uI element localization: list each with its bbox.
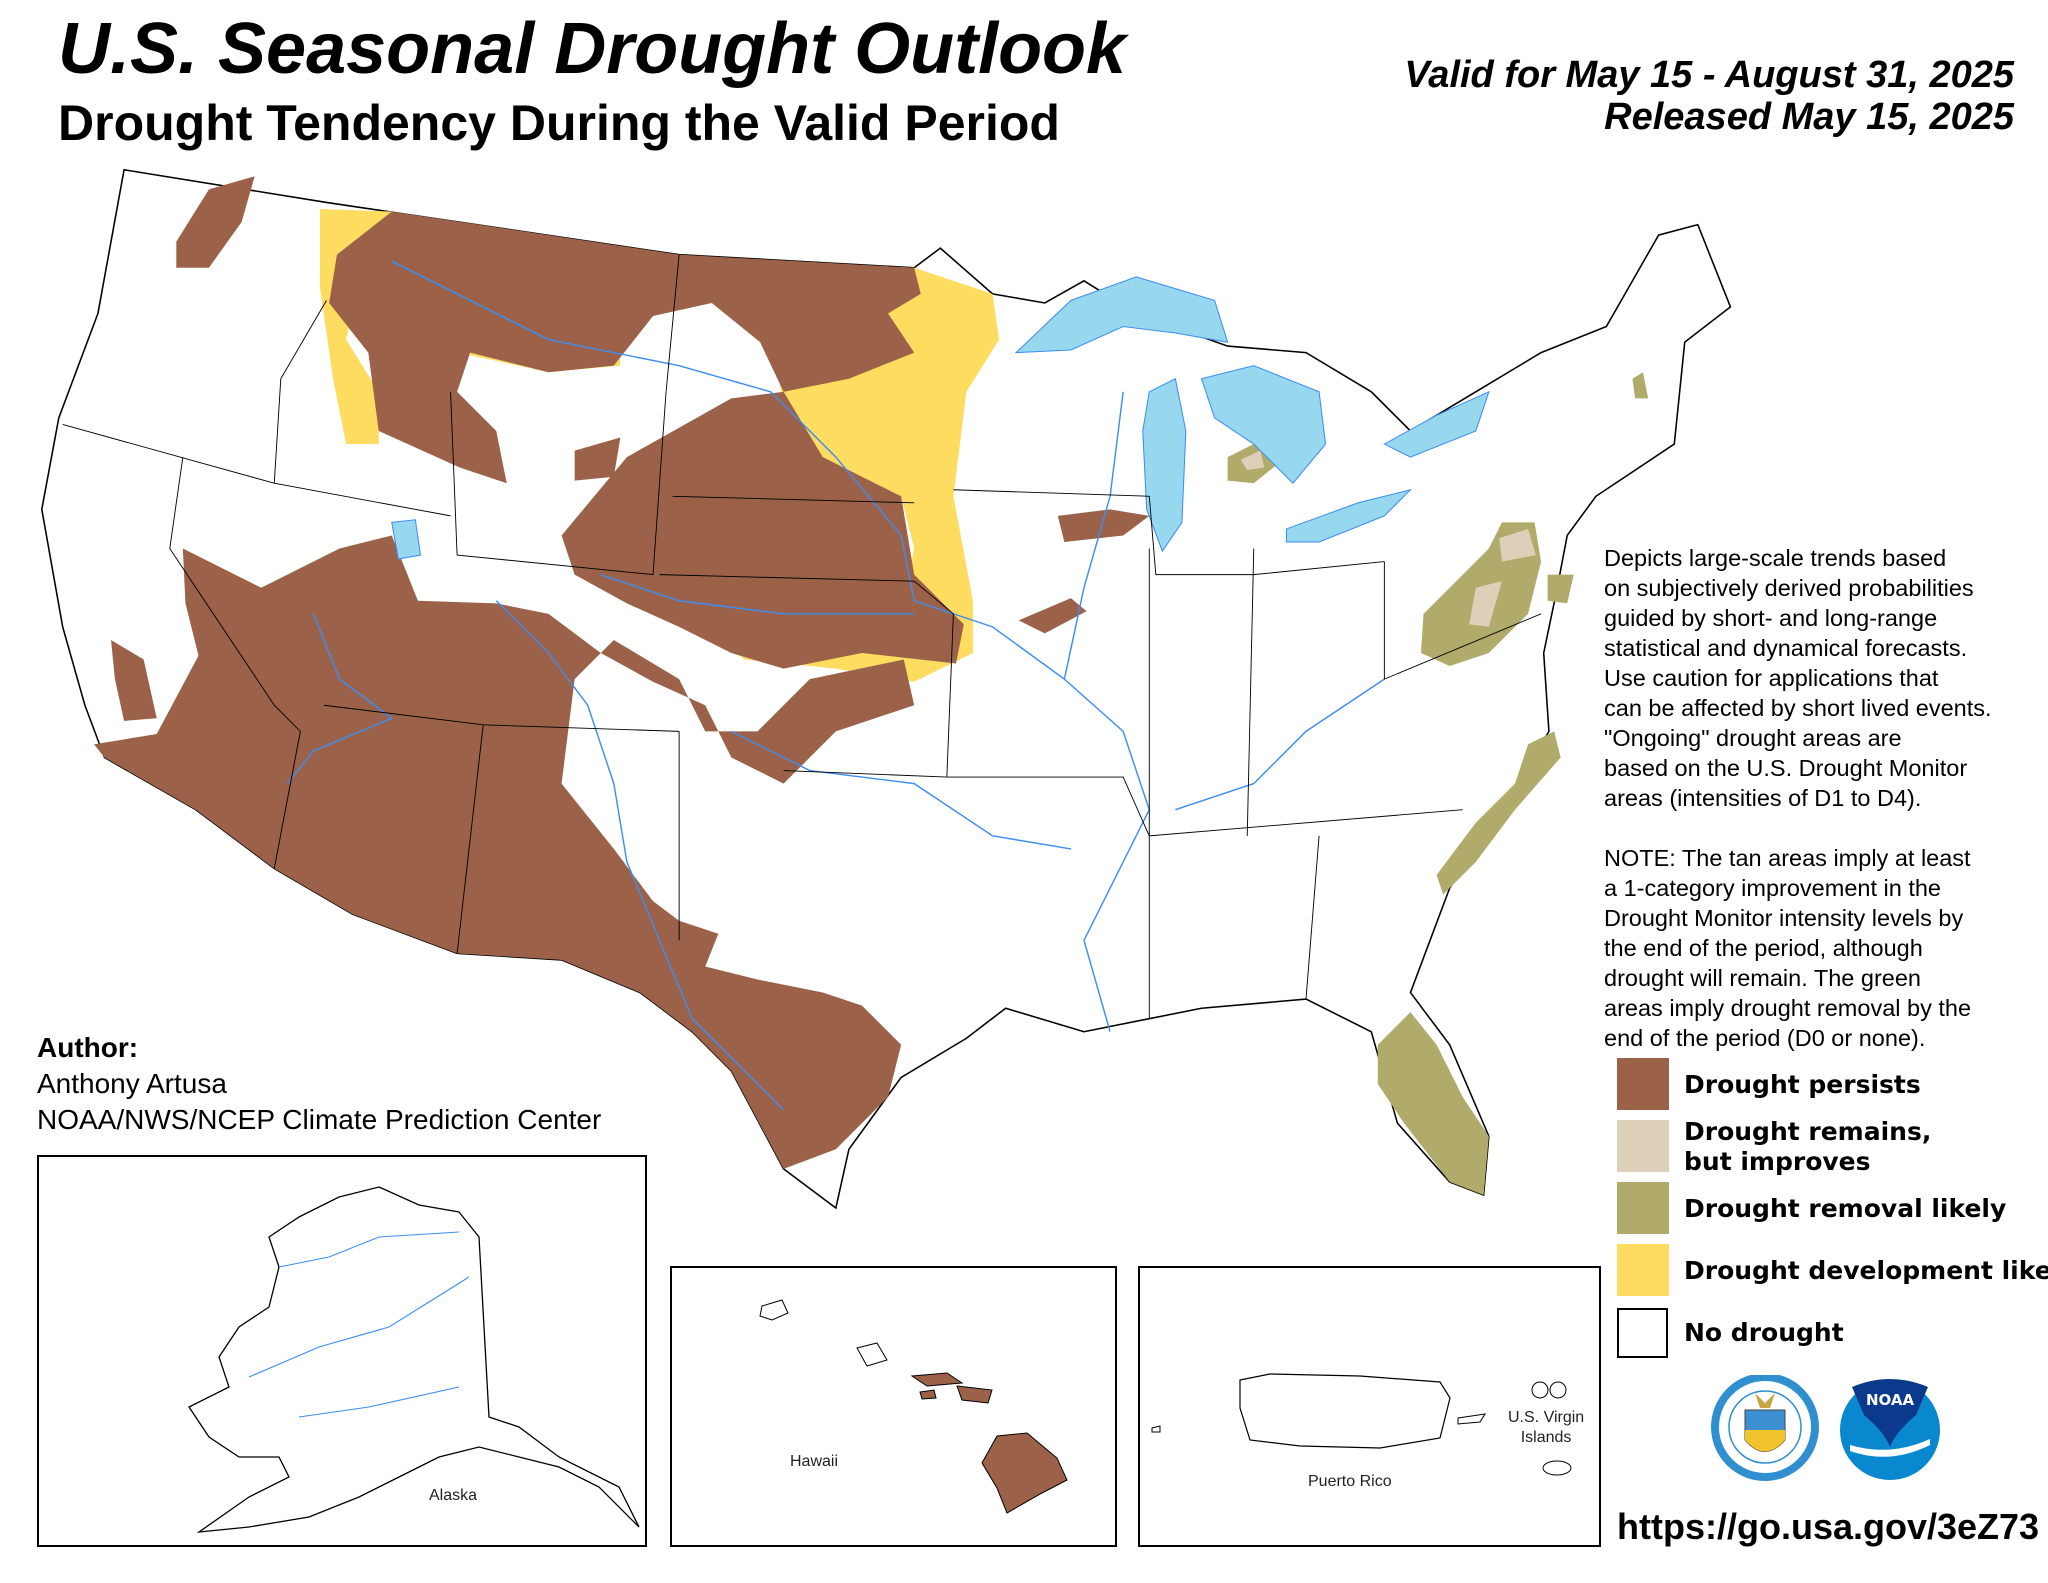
alaska-inset: Alaska <box>37 1155 647 1547</box>
note-paragraph-2: NOTE: The tan areas imply at least a 1-c… <box>1604 845 1972 1051</box>
map-title: U.S. Seasonal Drought Outlook <box>58 9 1127 89</box>
puerto-rico-label: Puerto Rico <box>1308 1473 1392 1490</box>
legend-item-drought-development: Drought development likely <box>1617 1244 2048 1298</box>
great-lakes <box>391 276 1490 560</box>
drought-improves-areas <box>1240 450 1536 627</box>
legend-label: Drought removal likely <box>1684 1194 2007 1223</box>
map-subtitle: Drought Tendency During the Valid Period <box>58 95 1060 151</box>
agency-logos: NOAA <box>1710 1373 1950 1490</box>
valid-period: Valid for May 15 - August 31, 2025 <box>1404 54 2014 96</box>
legend-swatch-development <box>1617 1244 1669 1296</box>
virgin-islands-label: U.S. Virgin Islands <box>1508 1409 1585 1446</box>
author-block: Author: Anthony Artusa NOAA/NWS/NCEP Cli… <box>37 1030 601 1138</box>
alaska-map <box>188 1186 640 1533</box>
legend-swatch-removal <box>1617 1182 1669 1234</box>
hawaii-label: Hawaii <box>790 1453 839 1470</box>
legend-swatch-improves <box>1617 1120 1669 1172</box>
legend-item-drought-persists: Drought persists <box>1617 1058 2047 1112</box>
svg-text:NOAA: NOAA <box>1866 1391 1915 1409</box>
explanatory-note: Depicts large-scale trends based on subj… <box>1604 543 2044 1083</box>
outlook-url-link[interactable]: https://go.usa.gov/3eZ73 <box>1617 1506 2040 1547</box>
legend-item-no-drought: No drought <box>1617 1308 2047 1362</box>
logos-svg: NOAA <box>1711 1373 1940 1481</box>
legend-label: Drought remains, but improves <box>1684 1117 1932 1176</box>
legend-label: Drought persists <box>1684 1070 1921 1099</box>
legend-label: No drought <box>1684 1318 1844 1347</box>
legend-item-drought-removal: Drought removal likely <box>1617 1182 2047 1236</box>
legend-swatch-no-drought <box>1617 1308 1668 1358</box>
puerto-rico-map <box>1151 1373 1572 1476</box>
author-name: Anthony Artusa <box>37 1068 227 1099</box>
validity-info: Valid for May 15 - August 31, 2025 Relea… <box>1404 54 2014 138</box>
drought-persists-areas <box>94 176 1150 1169</box>
legend-item-drought-improves: Drought remains, but improves <box>1617 1117 2047 1176</box>
commerce-seal-logo <box>1711 1373 1819 1481</box>
hawaii-inset: Hawaii <box>670 1266 1117 1547</box>
author-heading: Author: <box>37 1032 139 1063</box>
note-paragraph-1: Depicts large-scale trends based on subj… <box>1604 545 1992 811</box>
legend-label: Drought development likely <box>1684 1256 2048 1285</box>
release-date: Released May 15, 2025 <box>1604 96 2014 138</box>
hawaii-map <box>759 1299 1068 1514</box>
noaa-logo: NOAA <box>1840 1379 1940 1480</box>
author-org: NOAA/NWS/NCEP Climate Prediction Center <box>37 1104 602 1135</box>
state-boundaries <box>62 254 1542 1019</box>
legend-swatch-persists <box>1617 1058 1669 1110</box>
alaska-label: Alaska <box>429 1487 478 1504</box>
puerto-rico-inset: Puerto Rico U.S. Virgin Islands <box>1138 1266 1601 1547</box>
